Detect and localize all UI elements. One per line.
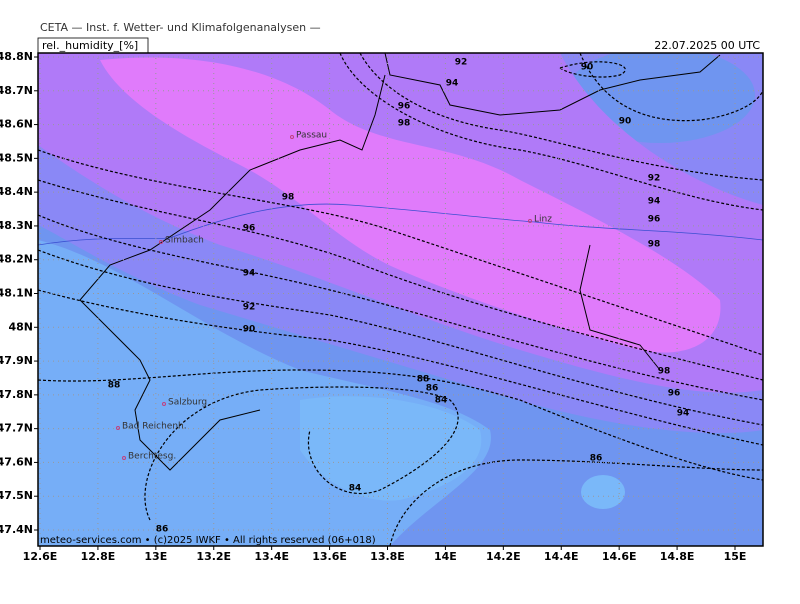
contour-line	[38, 249, 763, 426]
x-tick-label: 13.4E	[254, 550, 289, 563]
contour-label: 90	[243, 325, 256, 335]
x-tick-label: 13E	[144, 550, 167, 563]
y-tick-label: 47.9N	[0, 354, 33, 367]
city-label: Bad Reichenh.	[122, 422, 187, 432]
contour-label: 96	[648, 215, 661, 225]
y-tick-label: 48.8N	[0, 50, 33, 63]
x-tick-label: 13.2E	[196, 550, 231, 563]
contour-label: 98	[658, 367, 671, 377]
x-tick-label: 13.6E	[312, 550, 347, 563]
y-tick-label: 48.3N	[0, 219, 33, 232]
contour-label: 84	[435, 396, 448, 406]
contour-label: 86	[156, 525, 169, 535]
map-fields	[38, 53, 763, 546]
river	[38, 203, 763, 246]
field-light-blob-small	[581, 475, 625, 509]
plot-frame	[37, 52, 764, 547]
y-tick-label: 47.5N	[0, 489, 33, 502]
contour-label: 98	[398, 119, 411, 129]
x-tick-label: 14.2E	[486, 550, 521, 563]
contour-line	[359, 53, 763, 181]
contour-label: 92	[243, 303, 256, 313]
contour-label: 96	[668, 389, 681, 399]
border	[384, 53, 721, 116]
city-label: Salzburg	[168, 398, 207, 408]
border	[79, 74, 386, 471]
contour-label: 94	[243, 269, 256, 279]
city-marker	[122, 456, 126, 460]
city-marker	[162, 402, 166, 406]
contour-line	[559, 61, 626, 78]
contour-label: 86	[590, 454, 603, 464]
footer: meteo-services.com • (c)2025 IWKF • All …	[40, 535, 376, 546]
y-tick-label: 48.4N	[0, 185, 33, 198]
contour-line	[38, 179, 763, 381]
x-tick-label: 14.4E	[544, 550, 579, 563]
contour-line	[38, 149, 763, 356]
contour-line	[38, 289, 763, 446]
x-tick-label: 15E	[724, 550, 747, 563]
contour-line	[144, 386, 459, 521]
field-blue-pocket	[565, 53, 755, 143]
city-label: Linz	[534, 215, 552, 225]
y-tick-label: 48.6N	[0, 118, 33, 131]
x-tick-label: 14E	[434, 550, 457, 563]
contour-label: 94	[648, 197, 661, 207]
contour-line	[579, 53, 763, 122]
contour-line	[38, 214, 763, 401]
contour-label: 90	[581, 63, 594, 73]
y-tick-label: 48.7N	[0, 84, 33, 97]
y-tick-label: 47.6N	[0, 455, 33, 468]
variable-label: rel._humidity_[%]	[42, 39, 138, 52]
city-marker	[528, 219, 532, 223]
contour-label: 92	[648, 174, 661, 184]
contour-label: 84	[349, 484, 362, 494]
border	[579, 244, 661, 371]
contour-label: 90	[619, 117, 632, 127]
contour-label: 96	[398, 102, 411, 112]
city-label: Simbach	[165, 236, 204, 246]
header-title: CETA — Inst. f. Wetter- und Klimafolgena…	[40, 21, 321, 34]
contour-label: 98	[282, 193, 295, 203]
y-tick-label: 48.2N	[0, 253, 33, 266]
field-magenta	[100, 57, 721, 353]
city-marker	[116, 426, 120, 430]
contour-label: 94	[446, 79, 459, 89]
contour-line	[339, 53, 763, 211]
valid-time: 22.07.2025 00 UTC	[654, 39, 760, 52]
city-label: Passau	[296, 131, 327, 141]
contour-label: 86	[426, 384, 439, 394]
y-tick-label: 48.5N	[0, 151, 33, 164]
contour-line	[389, 459, 763, 546]
field-light-blob	[300, 396, 482, 501]
x-tick-label: 12.8E	[81, 550, 116, 563]
y-tick-label: 47.7N	[0, 422, 33, 435]
contour-label: 88	[417, 375, 430, 385]
city-marker	[159, 240, 163, 244]
contour-label: 94	[677, 409, 690, 419]
x-tick-label: 14.6E	[602, 550, 637, 563]
contour-label: 96	[243, 224, 256, 234]
contour-label: 88	[108, 381, 121, 391]
y-tick-label: 48N	[8, 320, 33, 333]
x-tick-label: 14.8E	[660, 550, 695, 563]
y-tick-label: 47.8N	[0, 388, 33, 401]
y-tick-label: 48.1N	[0, 287, 33, 300]
x-tick-label: 12.6E	[23, 550, 58, 563]
city-marker	[290, 135, 294, 139]
contour-label: 92	[455, 58, 468, 68]
x-tick-label: 13.8E	[370, 550, 405, 563]
y-tick-label: 47.4N	[0, 523, 33, 536]
contour-label: 98	[648, 240, 661, 250]
city-label: Berchtesg.	[128, 452, 176, 462]
